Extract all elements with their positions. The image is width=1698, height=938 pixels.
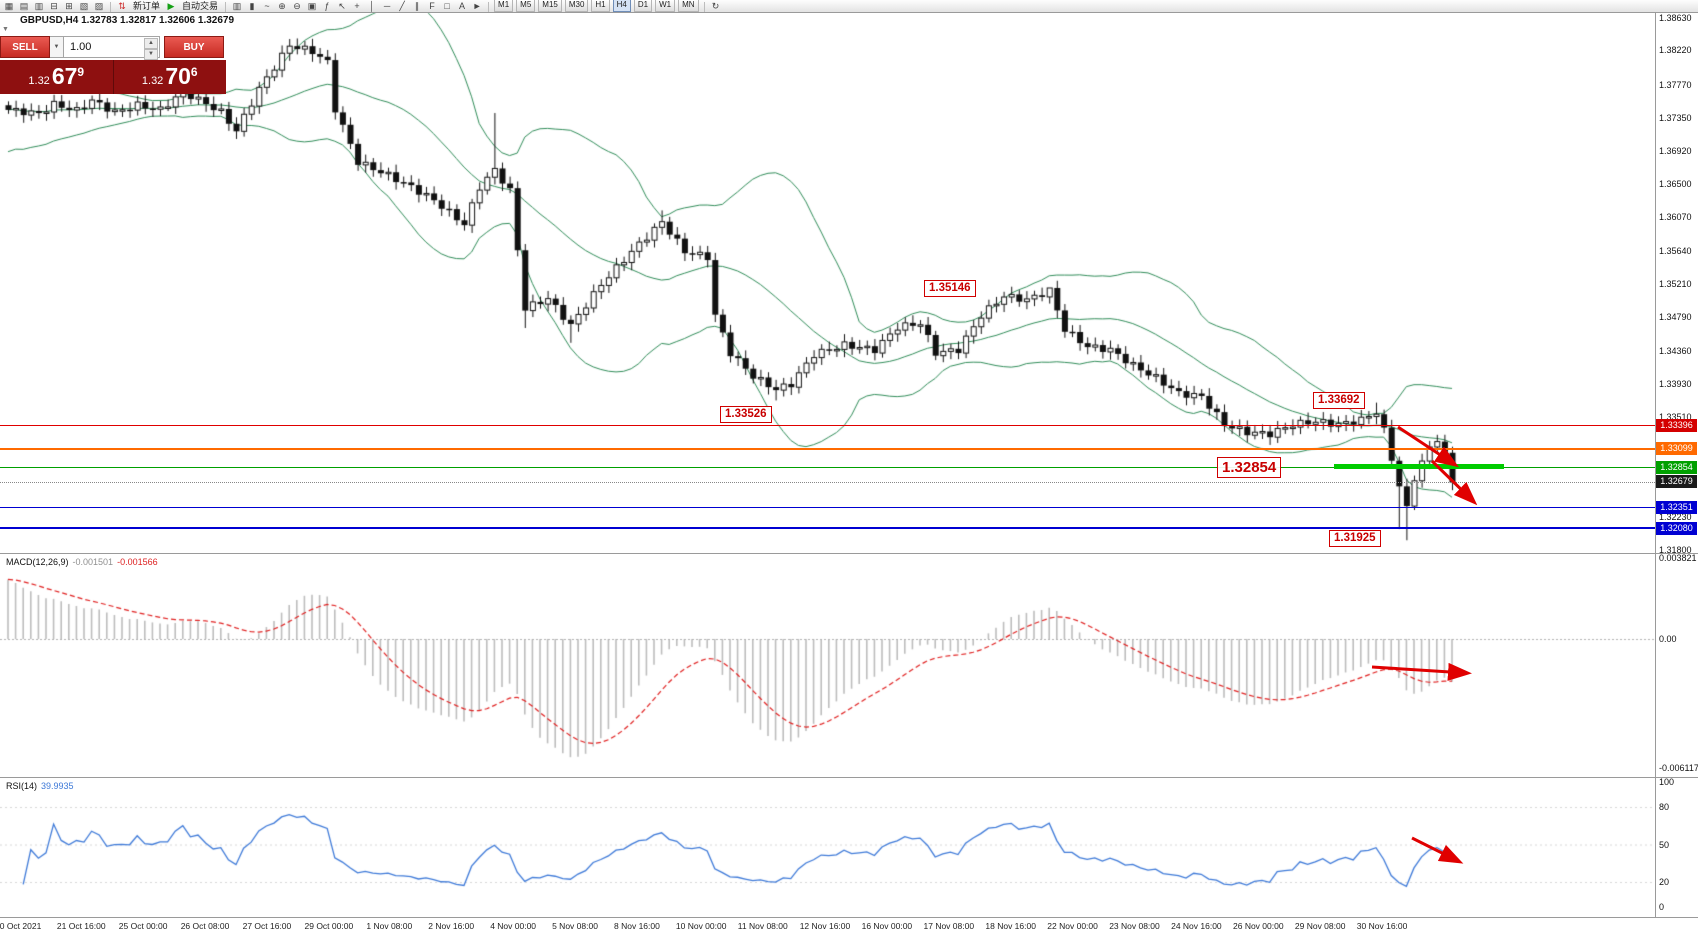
buy-price-big: 70 xyxy=(165,63,191,89)
sell-price-prefix: 1.32 xyxy=(28,75,50,87)
sell-price-display[interactable]: 1.32 67 9 xyxy=(0,60,114,94)
toolbar-separator xyxy=(703,2,705,12)
rsi-timeaxis-divider xyxy=(0,917,1698,918)
toolbar-separator xyxy=(488,2,490,12)
toolbar-separator xyxy=(110,2,111,12)
buy-price-sup: 6 xyxy=(190,65,198,79)
text-label-icon[interactable]: A xyxy=(459,1,466,11)
terminal-icon[interactable]: ▨ xyxy=(94,1,104,11)
tf-button-M5[interactable]: M5 xyxy=(516,0,536,12)
volume-value: 1.00 xyxy=(70,41,92,53)
bar-chart-icon[interactable]: ▥ xyxy=(232,1,242,11)
sell-price-sup: 9 xyxy=(77,65,85,79)
sell-price-big: 67 xyxy=(51,63,78,89)
profiles-icon[interactable]: ▤ xyxy=(19,1,29,11)
candlestick-chart-icon[interactable]: ▮ xyxy=(249,1,255,11)
main-macd-pane-divider[interactable] xyxy=(0,553,1698,554)
buy-price-display[interactable]: 1.32 70 6 xyxy=(113,60,226,94)
line-chart-icon[interactable]: ~ xyxy=(264,1,270,11)
fibonacci-icon[interactable]: F xyxy=(429,1,435,11)
zoom-out-icon[interactable]: ⊖ xyxy=(293,1,301,11)
refresh-icon[interactable]: ↻ xyxy=(711,1,720,11)
tf-button-M30[interactable]: M30 xyxy=(564,0,589,12)
new-chart-icon[interactable]: ▦ xyxy=(4,1,14,11)
auto-trading-button[interactable]: 自动交易 xyxy=(182,1,219,11)
rsi-indicator-label: RSI(14) 39.9935 xyxy=(6,781,74,791)
volume-input[interactable]: 1.00 ▲ ▼ xyxy=(64,36,160,60)
macd-rsi-pane-divider[interactable] xyxy=(0,777,1698,778)
crosshair-icon[interactable]: + xyxy=(354,1,360,11)
tile-windows-icon[interactable]: ▣ xyxy=(307,1,317,11)
tf-button-D1[interactable]: D1 xyxy=(633,0,653,12)
toolbar-separator xyxy=(225,2,227,12)
horizontal-line-icon[interactable]: ─ xyxy=(383,1,391,11)
one-click-collapse-icon[interactable]: ▼ xyxy=(2,26,9,33)
shapes-icon[interactable]: □ xyxy=(444,1,450,11)
navigator-icon[interactable]: ▧ xyxy=(79,1,89,11)
tf-button-H4[interactable]: H4 xyxy=(612,0,631,12)
tf-button-MN[interactable]: MN xyxy=(678,0,699,12)
tf-button-W1[interactable]: W1 xyxy=(655,0,676,12)
auto-trading-icon[interactable]: ▶ xyxy=(167,1,175,11)
rsi-name: RSI(14) xyxy=(6,781,38,791)
rsi-value: 39.9935 xyxy=(41,781,74,791)
trendline-icon[interactable]: ╱ xyxy=(399,1,405,11)
zoom-in-icon[interactable]: ⊕ xyxy=(278,1,286,11)
one-click-trading-panel: ▼ SELL ▼ 1.00 ▲ ▼ BUY 1.32 67 9 1.32 70 6 xyxy=(0,26,226,94)
chart-list-icon[interactable]: ▥ xyxy=(34,1,44,11)
buy-price-prefix: 1.32 xyxy=(141,75,164,87)
new-order-button[interactable]: 新订单 xyxy=(133,1,161,11)
chart-symbol-title: GBPUSD,H4 1.32783 1.32817 1.32606 1.3267… xyxy=(20,15,235,26)
data-window-icon[interactable]: ⊞ xyxy=(65,1,73,11)
toolbar: ▦ ▤ ▥ ⊟ ⊞ ▧ ▨ ⇅ 新订单 ▶ 自动交易 ▥ ▮ ~ ⊕ ⊖ ▣ ƒ ↖ + │ ─ ╱ ∥ F □ A ► M1 M5 M15… xyxy=(0,0,1698,13)
cursor-icon[interactable]: ↖ xyxy=(338,1,346,11)
macd-indicator-label: MACD(12,26,9) -0.001501 -0.001566 xyxy=(6,557,158,567)
time-axis[interactable] xyxy=(0,918,1698,938)
market-watch-icon[interactable]: ⊟ xyxy=(50,1,58,11)
price-axis[interactable] xyxy=(1655,12,1698,917)
vertical-line-icon[interactable]: │ xyxy=(369,1,375,11)
volume-spinner: ▲ ▼ xyxy=(144,38,158,60)
sell-button[interactable]: SELL xyxy=(0,36,50,58)
macd-name: MACD(12,26,9) xyxy=(6,557,69,567)
tf-button-M15[interactable]: M15 xyxy=(538,0,562,12)
tf-button-M1[interactable]: M1 xyxy=(494,0,514,12)
channel-icon[interactable]: ∥ xyxy=(414,1,420,11)
price-axis-line xyxy=(1655,12,1656,917)
spinner-up-icon[interactable]: ▲ xyxy=(144,38,158,49)
arrow-tool-icon[interactable]: ► xyxy=(472,1,482,11)
spinner-down-icon[interactable]: ▼ xyxy=(144,49,158,60)
volume-dropdown-button[interactable]: ▼ xyxy=(50,36,64,58)
macd-value-signal: -0.001566 xyxy=(117,557,158,567)
buy-button[interactable]: BUY xyxy=(164,36,224,58)
indicators-icon[interactable]: ƒ xyxy=(324,1,330,11)
tf-button-H1[interactable]: H1 xyxy=(591,0,610,12)
macd-value-main: -0.001501 xyxy=(72,557,114,567)
new-order-icon[interactable]: ⇅ xyxy=(118,1,126,11)
